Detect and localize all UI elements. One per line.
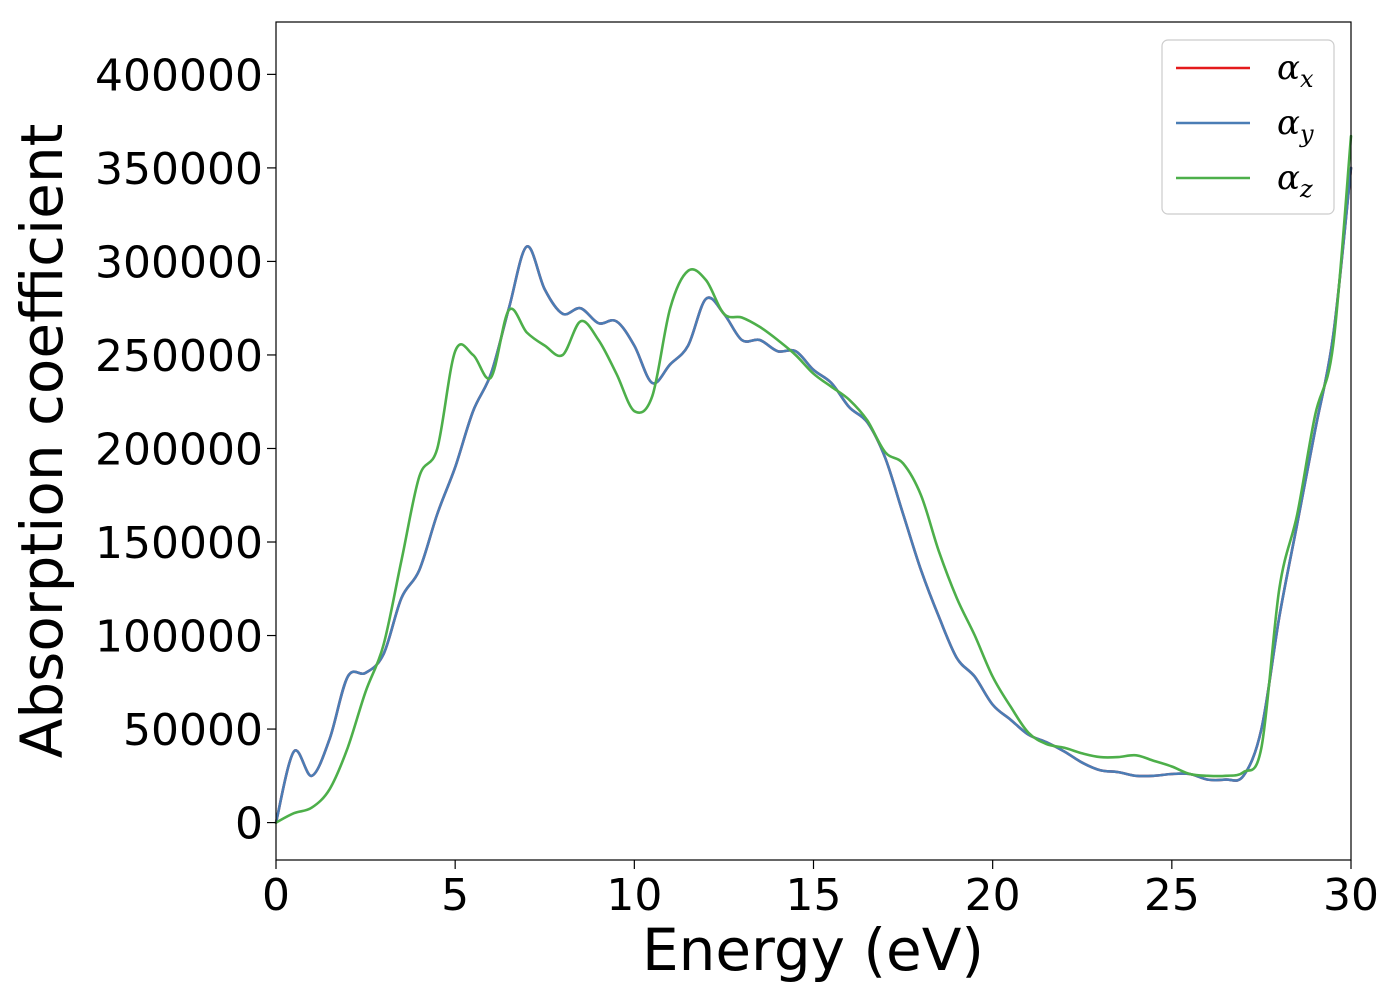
x-tick-label: 30 [1323,870,1379,921]
y-tick-label: 200000 [95,424,263,475]
x-axis-label: Energy (eV) [642,916,984,984]
y-tick-label: 0 [235,799,263,850]
legend-label-y: αy [1277,103,1314,148]
y-tick-label: 150000 [95,518,263,569]
y-tick-label: 350000 [95,144,263,195]
x-axis: 0 5 10 15 20 25 30 [262,860,1379,921]
legend-label-z: αz [1277,158,1313,203]
series-layer [274,134,1353,824]
y-tick-label: 300000 [95,237,263,288]
x-tick-label: 5 [441,870,469,921]
x-tick-label: 20 [965,870,1021,921]
y-tick-label: 50000 [123,705,263,756]
legend-frame [1161,39,1335,215]
x-tick-label: 10 [606,870,662,921]
legend: αx αy αz [1161,39,1335,215]
x-tick-label: 25 [1144,870,1200,921]
y-axis: 0 50000 100000 150000 200000 250000 300000 3500… [95,50,276,850]
y-axis-label: Absorption coefficient [8,124,76,759]
x-tick-label: 0 [262,870,290,921]
legend-label-x: αx [1277,48,1314,93]
y-tick-label: 100000 [95,612,263,663]
x-tick-label: 15 [786,870,842,921]
series-line-z [274,134,1353,824]
y-tick-label: 250000 [95,331,263,382]
y-tick-label: 400000 [95,50,263,101]
